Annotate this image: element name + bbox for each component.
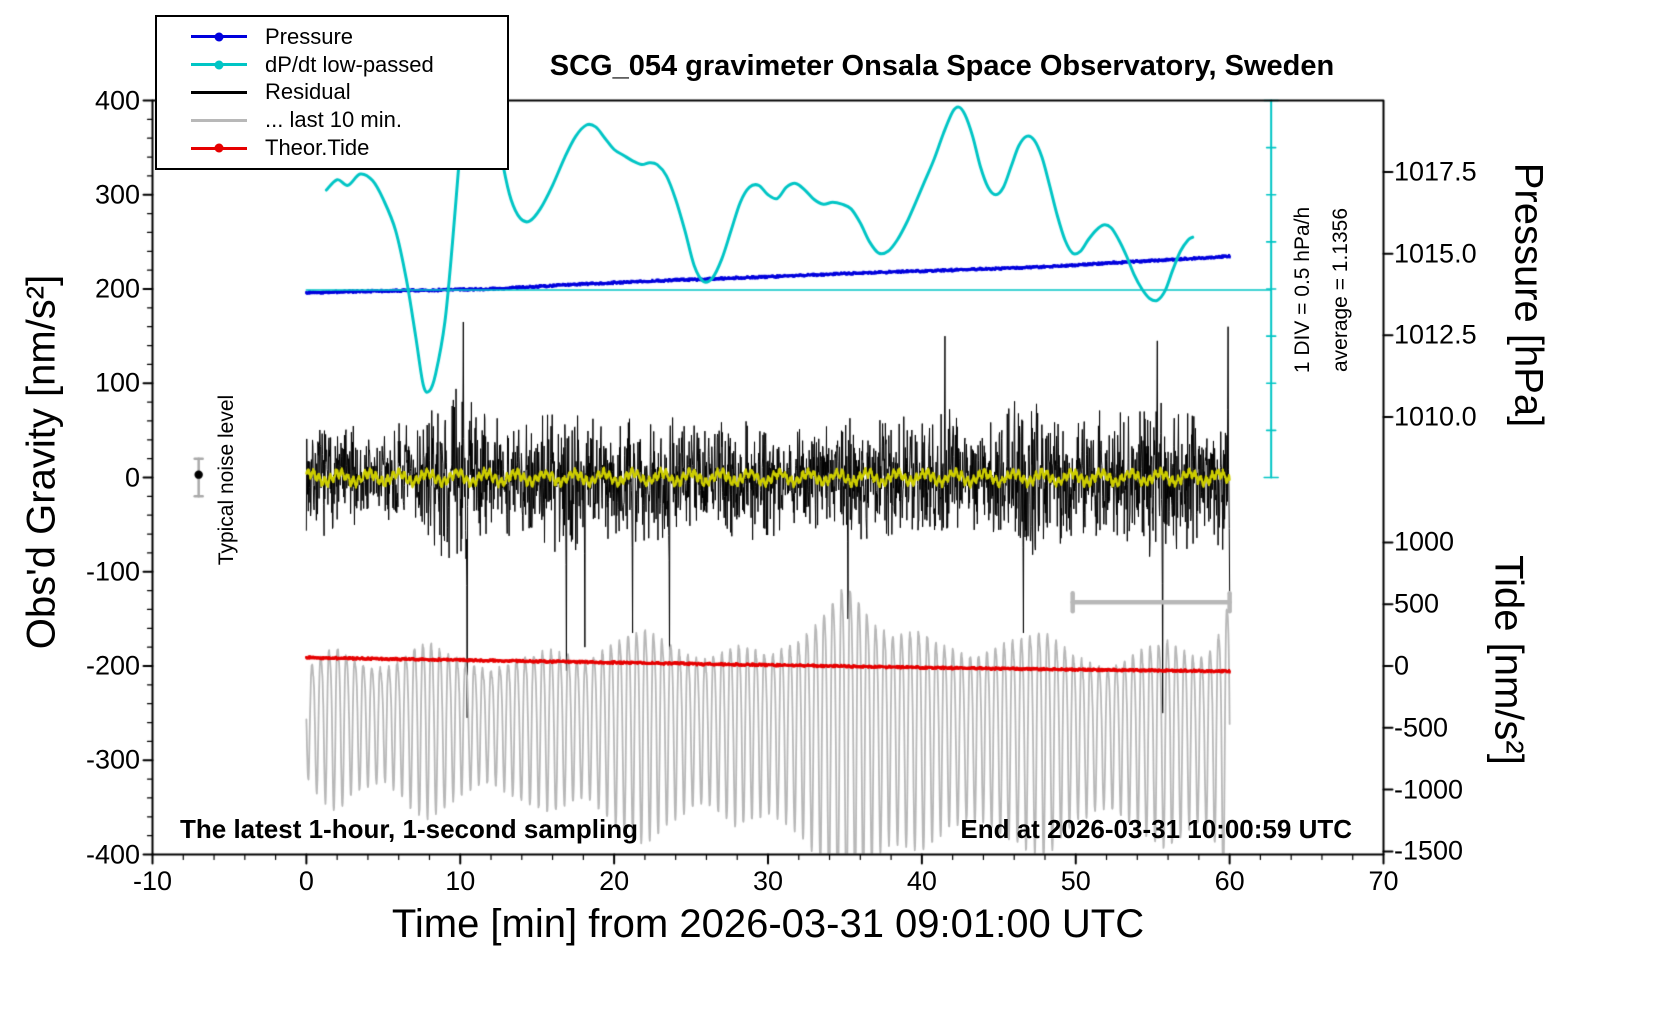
legend-label-tide: Theor.Tide: [265, 135, 370, 161]
left-axis-label: Obs'd Gravity [nm/s²]: [19, 274, 64, 650]
end-time-note: End at 2026-03-31 10:00:59 UTC: [960, 814, 1352, 844]
average-annotation: average = 1.1356: [1329, 207, 1352, 373]
legend: Pressure dP/dt low-passed Residual ... l…: [155, 15, 509, 170]
x-tick-label: 50: [1060, 866, 1091, 896]
legend-dot-pressure: [214, 32, 224, 42]
sampling-note: The latest 1-hour, 1-second sampling: [180, 814, 638, 844]
gravity-tick-label: -200: [85, 650, 140, 681]
pressure-tick-label: 1010.0: [1394, 401, 1477, 432]
legend-dot-tide: [214, 143, 224, 153]
gravity-tick-label: 400: [94, 85, 140, 115]
tide-tick-label: 0: [1394, 650, 1410, 681]
gravity-tick-label: -100: [85, 556, 140, 587]
x-tick-label: 30: [752, 866, 784, 896]
legend-line-tide: [191, 143, 247, 153]
legend-item-dpdt: dP/dt low-passed: [157, 52, 507, 78]
legend-line-residual: [191, 90, 247, 94]
legend-label-pressure: Pressure: [265, 23, 354, 49]
gravity-tick-label: 0: [124, 462, 140, 492]
legend-label-dpdt: dP/dt low-passed: [265, 51, 434, 77]
x-tick-label: -10: [132, 866, 173, 896]
x-tick-label: 20: [599, 866, 630, 896]
gravity-tick-label: 200: [94, 273, 140, 304]
tide-tick-label: 1000: [1394, 526, 1455, 557]
x-tick-label: 60: [1214, 866, 1245, 896]
legend-dot-dpdt: [214, 60, 224, 70]
tide-tick-label: -1000: [1394, 774, 1464, 805]
pressure-tick-label: 1017.5: [1394, 156, 1477, 187]
pressure-tick-label: 1012.5: [1394, 319, 1477, 350]
legend-line-dpdt: [191, 60, 247, 70]
gravity-tick-label: -300: [85, 744, 140, 775]
legend-item-last10: ... last 10 min.: [157, 107, 507, 133]
x-tick-label: 0: [298, 866, 314, 896]
gravity-tick-label: -400: [85, 839, 140, 869]
tide-axis-label: Tide [nm/s²]: [1486, 555, 1531, 765]
pressure-tick-label: 1015.0: [1394, 238, 1477, 269]
tide-tick-label: -500: [1394, 712, 1449, 743]
x-axis-label: Time [min] from 2026-03-31 09:01:00 UTC: [391, 902, 1145, 946]
x-tick-label: 40: [906, 866, 937, 896]
tide-tick-label: -1500: [1394, 835, 1464, 866]
legend-label-residual: Residual: [265, 79, 351, 105]
x-tick-label: 70: [1368, 866, 1399, 896]
legend-item-pressure: Pressure: [157, 24, 507, 50]
legend-line-last10: [191, 118, 247, 122]
tide-tick-label: 500: [1394, 588, 1440, 619]
legend-line-pressure: [191, 32, 247, 42]
x-tick-label: 10: [445, 866, 476, 896]
gravity-tick-label: 100: [94, 367, 140, 398]
legend-label-last10: ... last 10 min.: [265, 107, 402, 133]
legend-item-tide: Theor.Tide: [157, 135, 507, 161]
chart-title: SCG_054 gravimeter Onsala Space Observat…: [549, 50, 1335, 82]
gravity-tick-label: 300: [94, 179, 140, 210]
noise-level-annotation: Typical noise level: [215, 394, 238, 566]
div-scale-annotation: 1 DIV = 0.5 hPa/h: [1291, 206, 1314, 374]
legend-item-residual: Residual: [157, 79, 507, 105]
pressure-axis-label: Pressure [hPa]: [1506, 162, 1551, 428]
